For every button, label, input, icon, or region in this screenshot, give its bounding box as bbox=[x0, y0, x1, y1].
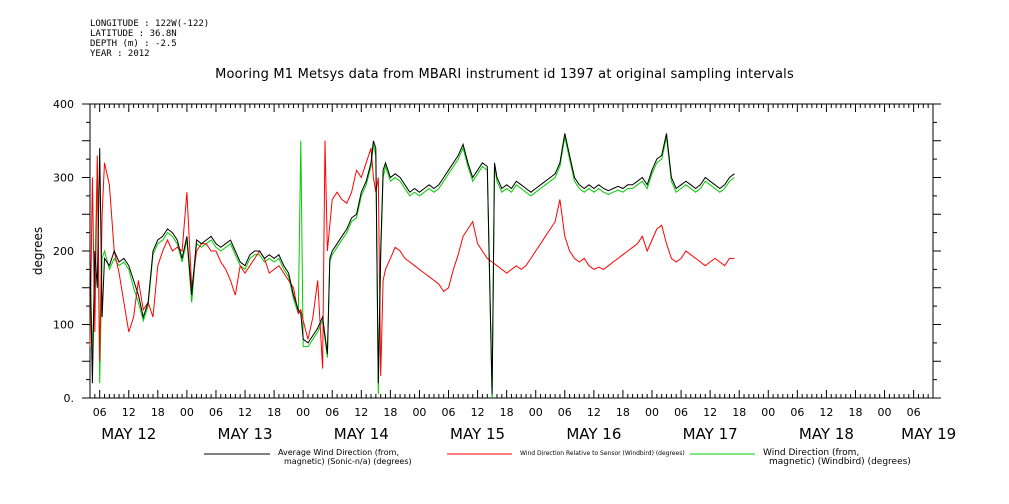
x-tick-label: 00 bbox=[412, 406, 426, 419]
y-tick-label: 300 bbox=[53, 172, 74, 185]
meta-year: YEAR : 2012 bbox=[90, 49, 150, 59]
legend-label-line2: magnetic) (Sonic-n/a) (degrees) bbox=[284, 457, 412, 466]
x-day-label: MAY 15 bbox=[450, 425, 505, 443]
x-tick-label: 00 bbox=[180, 406, 194, 419]
x-tick-label: 18 bbox=[500, 406, 514, 419]
x-tick-label: 12 bbox=[122, 406, 136, 419]
legend-label-line2: magnetic) (Windbird) (degrees) bbox=[769, 457, 911, 467]
x-tick-label: 18 bbox=[151, 406, 165, 419]
x-tick-label: 00 bbox=[296, 406, 310, 419]
meta-depth: DEPTH (m) : -2.5 bbox=[90, 39, 177, 49]
x-tick-label: 12 bbox=[703, 406, 717, 419]
x-tick-label: 06 bbox=[93, 406, 107, 419]
x-tick-label: 06 bbox=[907, 406, 921, 419]
x-tick-label: 18 bbox=[732, 406, 746, 419]
x-tick-label: 12 bbox=[819, 406, 833, 419]
y-tick-label: 200 bbox=[53, 245, 74, 258]
series-line-relative-wind-direction bbox=[89, 140, 735, 376]
meta-latitude: LATITUDE : 36.8N bbox=[90, 29, 177, 39]
x-day-label: MAY 19 bbox=[901, 425, 956, 443]
series-line-windbird-direction bbox=[89, 136, 735, 399]
metadata-block: LONGITUDE : 122W(-122) LATITUDE : 36.8N … bbox=[90, 19, 209, 59]
x-day-label: MAY 16 bbox=[566, 425, 621, 443]
x-tick-label: 18 bbox=[616, 406, 630, 419]
x-tick-label: 00 bbox=[645, 406, 659, 419]
x-tick-label: 18 bbox=[383, 406, 397, 419]
y-axis-label: degrees bbox=[31, 227, 45, 275]
x-tick-label: 00 bbox=[761, 406, 775, 419]
chart-title: Mooring M1 Metsys data from MBARI instru… bbox=[215, 67, 794, 82]
x-tick-label: 06 bbox=[558, 406, 572, 419]
y-tick-label: 0. bbox=[64, 392, 75, 405]
x-day-label: MAY 14 bbox=[334, 425, 389, 443]
y-tick-label: 400 bbox=[53, 98, 74, 111]
y-tick-label: 100 bbox=[53, 319, 74, 332]
legend-label: Average Wind Direction (from, bbox=[278, 448, 399, 457]
x-tick-label: 06 bbox=[442, 406, 456, 419]
x-tick-label: 00 bbox=[529, 406, 543, 419]
x-day-label: MAY 13 bbox=[218, 425, 273, 443]
x-tick-label: 06 bbox=[325, 406, 339, 419]
series-line-avg-wind-direction bbox=[89, 133, 735, 395]
x-tick-label: 12 bbox=[471, 406, 485, 419]
x-tick-label: 12 bbox=[238, 406, 252, 419]
x-tick-label: 06 bbox=[790, 406, 804, 419]
meta-longitude: LONGITUDE : 122W(-122) bbox=[90, 19, 210, 29]
legend-label: Wind Direction Relative to Sensor (Windb… bbox=[520, 450, 685, 457]
x-day-label: MAY 17 bbox=[683, 425, 738, 443]
x-tick-label: 06 bbox=[674, 406, 688, 419]
x-tick-label: 18 bbox=[848, 406, 862, 419]
x-day-label: MAY 18 bbox=[799, 425, 854, 443]
x-tick-label: 00 bbox=[878, 406, 892, 419]
legend-label: Wind Direction (from, bbox=[763, 448, 859, 458]
x-tick-label: 12 bbox=[587, 406, 601, 419]
x-tick-label: 06 bbox=[209, 406, 223, 419]
x-day-label: MAY 12 bbox=[101, 425, 156, 443]
x-tick-label: 12 bbox=[354, 406, 368, 419]
x-tick-label: 18 bbox=[267, 406, 281, 419]
